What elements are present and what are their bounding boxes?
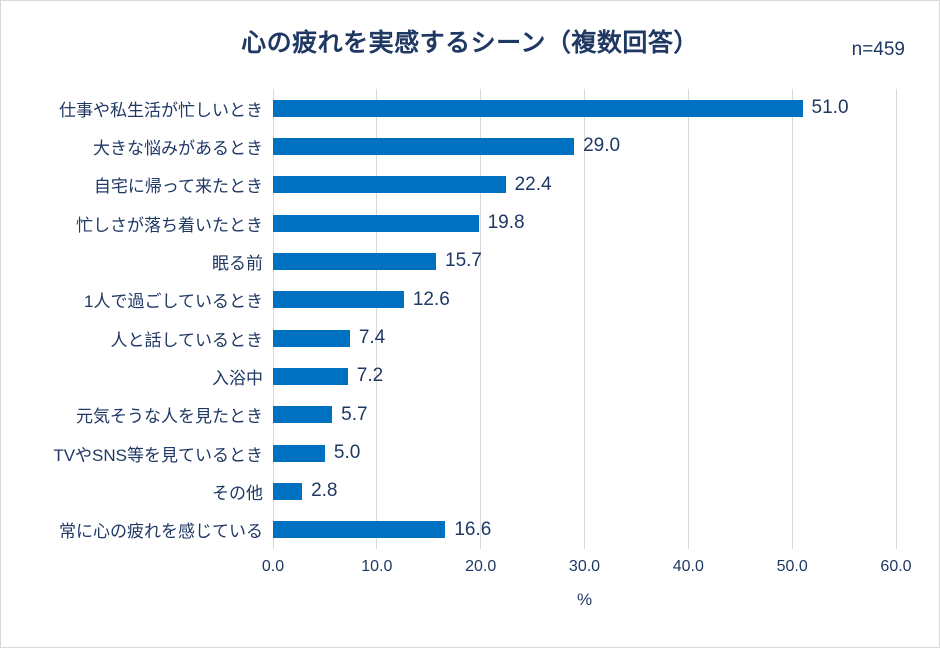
bar-row: 1人で過ごしているとき 12.6 [1, 281, 896, 319]
value-label: 2.8 [311, 480, 338, 502]
x-axis-label: % [576, 590, 593, 609]
bar [273, 367, 348, 385]
bar-track: 5.7 [273, 396, 896, 434]
value-label: 29.0 [583, 135, 621, 157]
bar-row: その他 2.8 [1, 472, 896, 510]
bar-track: 2.8 [273, 472, 896, 510]
bar-rows: 仕事や私生活が忙しいとき 51.0 大きな悩みがあるとき 29.0 自宅に帰って来たとき… [1, 89, 896, 549]
category-label: 自宅に帰って来たとき [93, 177, 263, 197]
bar-track: 7.2 [273, 357, 896, 395]
bar [273, 291, 404, 309]
bar-row: 眠る前 15.7 [1, 242, 896, 280]
category-label: 大きな悩みがあるとき [93, 138, 263, 158]
category-label: 常に心の疲れを感じている [59, 522, 263, 542]
bar [273, 329, 350, 347]
value-label: 5.7 [341, 403, 368, 425]
bar-track: 29.0 [273, 127, 896, 165]
bar [273, 99, 803, 117]
bar-row: TVやSNS等を見ているとき 5.0 [1, 434, 896, 472]
category-label: 眠る前 [212, 253, 263, 273]
bar-track: 16.6 [273, 511, 896, 549]
bar [273, 214, 479, 232]
bar-track: 7.4 [273, 319, 896, 357]
category-label: その他 [212, 483, 263, 503]
bar [273, 252, 437, 270]
x-axis-tick: 0.0 [261, 558, 285, 575]
value-label: 19.8 [487, 212, 525, 234]
value-label: 16.6 [454, 518, 492, 540]
bar-row: 仕事や私生活が忙しいとき 51.0 [1, 89, 896, 127]
value-label: 51.0 [811, 97, 849, 119]
value-label: 15.7 [445, 250, 482, 272]
value-label: 22.4 [514, 173, 552, 195]
bar-row: 大きな悩みがあるとき 29.0 [1, 127, 896, 165]
category-label: 1人で過ごしているとき [84, 292, 263, 312]
bar-track: 19.8 [273, 204, 896, 242]
bar [273, 137, 575, 155]
x-axis-tick: 40.0 [672, 558, 704, 575]
bar-track: 5.0 [273, 434, 896, 472]
bar-track: 15.7 [273, 242, 896, 280]
x-axis-tick: 20.0 [465, 558, 497, 575]
chart-title: 心の疲れを実感するシーン（複数回答） [241, 29, 699, 57]
bar-track: 22.4 [273, 166, 896, 204]
bar-track: 51.0 [273, 89, 896, 127]
bar [273, 521, 446, 539]
bar [273, 482, 303, 500]
bar-row: 自宅に帰って来たとき 22.4 [1, 166, 896, 204]
x-axis-tick: 60.0 [880, 558, 912, 575]
bar [273, 444, 325, 462]
value-label: 5.0 [333, 442, 361, 464]
value-label: 12.6 [412, 288, 450, 310]
category-label: 仕事や私生活が忙しいとき [59, 100, 263, 120]
x-axis-tick: 30.0 [568, 558, 601, 575]
category-label: 忙しさが落ち着いたとき [76, 215, 263, 235]
category-label: 入浴中 [212, 368, 263, 388]
x-axis-tick: 10.0 [361, 558, 393, 575]
bar-row: 入浴中 7.2 [1, 357, 896, 395]
value-label: 7.2 [356, 365, 384, 387]
bar-row: 常に心の疲れを感じている 16.6 [1, 511, 896, 549]
bar-row: 元気そうな人を見たとき 5.7 [1, 396, 896, 434]
bar-row: 忙しさが落ち着いたとき 19.8 [1, 204, 896, 242]
category-label: 人と話しているとき [110, 330, 264, 350]
bar-track: 12.6 [273, 281, 896, 319]
sample-size-label: n=459 [851, 39, 905, 60]
category-label: 元気そうな人を見たとき [76, 407, 263, 427]
category-label: TVやSNS等を見ているとき [53, 445, 263, 465]
value-label: 7.4 [358, 327, 386, 349]
x-axis-tick: 50.0 [776, 558, 808, 575]
bar [273, 406, 333, 424]
bar [273, 176, 506, 194]
x-axis-ticks: 0.0 10.0 20.0 30.0 40.0 50.0 60.0 [262, 558, 912, 578]
bar-row: 人と話しているとき 7.4 [1, 319, 896, 357]
